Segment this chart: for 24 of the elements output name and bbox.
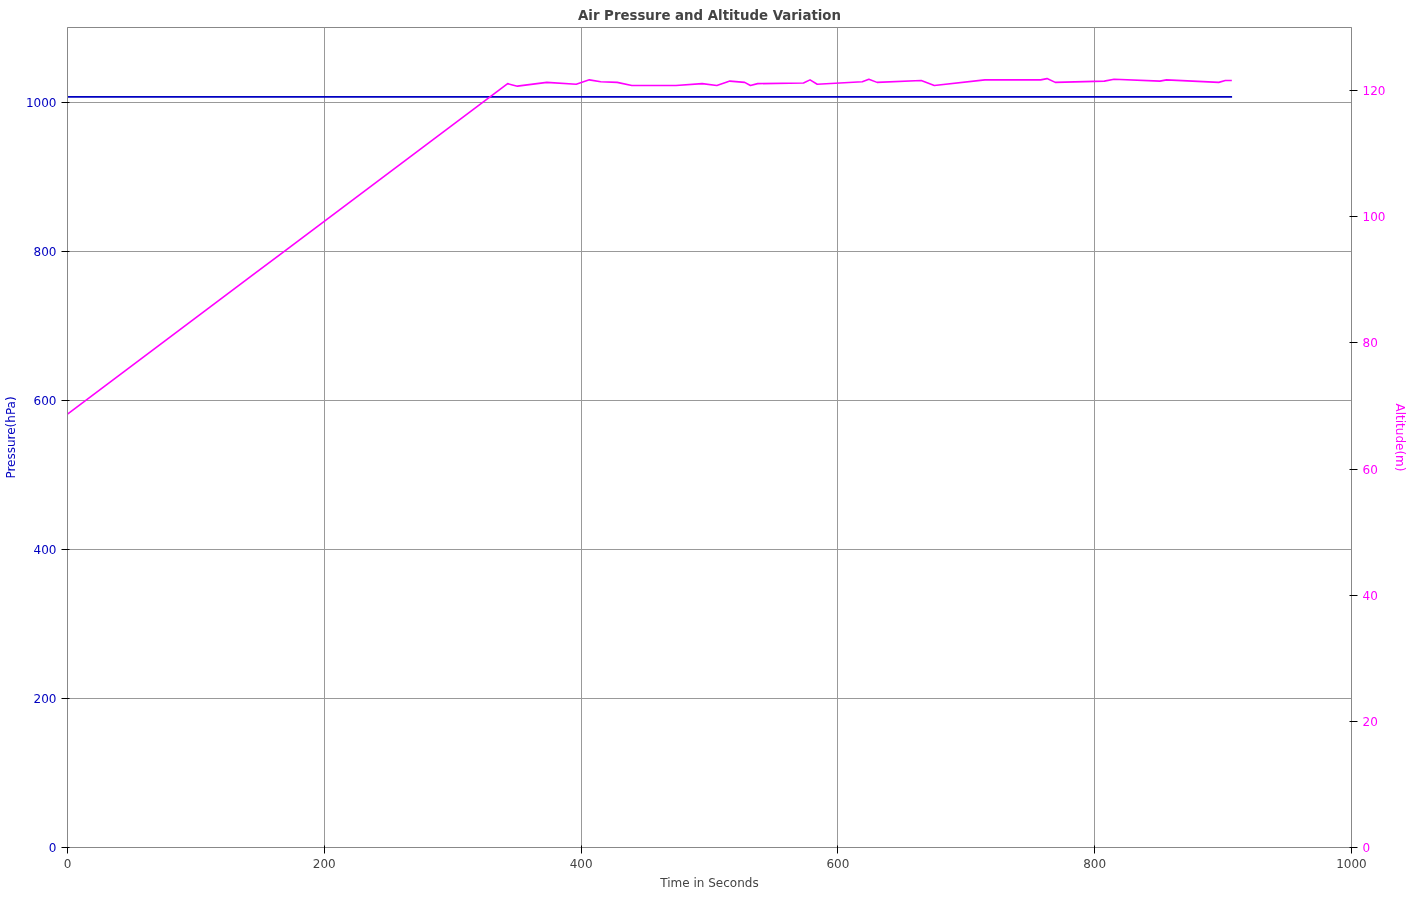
y2-tick-label: 100 <box>1362 210 1386 225</box>
y-tick-label: 200 <box>33 691 57 706</box>
chart-title: Air Pressure and Altitude Variation <box>578 7 841 23</box>
y2-tick-label: 40 <box>1362 588 1378 603</box>
y-tick-label: 1000 <box>25 95 57 110</box>
x-tick-label: 800 <box>1083 856 1107 871</box>
y2-tick-label: 20 <box>1362 714 1378 729</box>
x-tick-label: 1000 <box>1336 856 1367 871</box>
line-series <box>67 77 1233 415</box>
x-tick-label: 400 <box>569 856 593 871</box>
x-tick-label: 0 <box>63 856 72 871</box>
y2-tick-label: 120 <box>1362 84 1386 99</box>
y-tick-label: 400 <box>33 542 57 557</box>
x-tick-label: 200 <box>312 856 336 871</box>
x-tick-label: 600 <box>826 856 850 871</box>
y-axis-title: Pressure(hPa) <box>3 396 18 479</box>
y2-tick-label: 80 <box>1362 336 1378 351</box>
y-tick-label: 800 <box>33 244 57 259</box>
y2-axis-title: Altitude(m) <box>1393 403 1408 472</box>
y-tick-label: 600 <box>33 393 57 408</box>
x-axis-title: Time in Seconds <box>659 875 759 890</box>
y-tick-label: 0 <box>48 841 57 855</box>
y2-tick-label: 60 <box>1362 462 1378 477</box>
y2-tick-label: 0 <box>1362 841 1371 855</box>
